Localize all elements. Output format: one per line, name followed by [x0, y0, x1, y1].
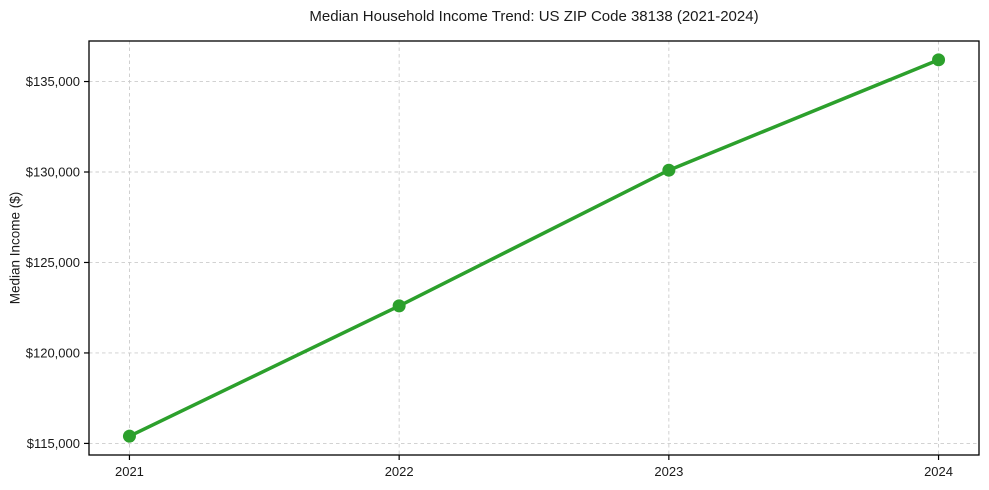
- y-tick-label: $125,000: [26, 255, 80, 270]
- x-tick-label: 2021: [115, 464, 144, 479]
- x-tick-label: 2022: [385, 464, 414, 479]
- x-tick-label: 2024: [924, 464, 953, 479]
- x-tick-label: 2023: [654, 464, 683, 479]
- chart-title: Median Household Income Trend: US ZIP Co…: [309, 8, 759, 25]
- data-point: [122, 429, 136, 443]
- data-point: [932, 53, 946, 67]
- y-tick-label: $135,000: [26, 74, 80, 89]
- y-tick-label: $120,000: [26, 345, 80, 360]
- plot-border: [88, 40, 980, 456]
- trend-line: [127, 58, 941, 438]
- data-point: [392, 299, 406, 313]
- data-point: [662, 163, 676, 177]
- y-tick-label: $130,000: [26, 165, 80, 180]
- y-tick-label: $115,000: [27, 436, 80, 451]
